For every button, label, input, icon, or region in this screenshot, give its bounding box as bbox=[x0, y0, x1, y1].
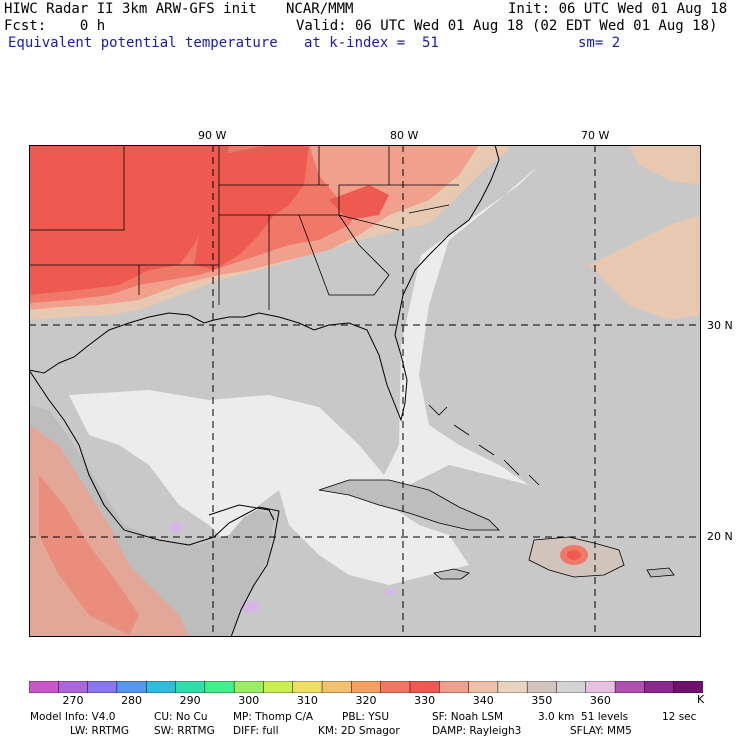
tan-region-ne bbox=[629, 145, 701, 185]
colorbar-tick-label: 270 bbox=[62, 694, 84, 707]
graticule bbox=[29, 145, 701, 637]
forecast-hour: Fcst: 0 h bbox=[4, 18, 106, 34]
mexico-coast bbox=[29, 369, 280, 637]
colorbar-swatch bbox=[409, 681, 441, 693]
mexico-orange bbox=[39, 475, 139, 635]
red-region-east bbox=[329, 185, 389, 220]
colorbar-swatch bbox=[497, 681, 528, 693]
colorbar-tick-label: 300 bbox=[238, 694, 260, 707]
colorbar-swatch bbox=[673, 681, 703, 693]
lat-label-30n: 30 N bbox=[707, 319, 733, 332]
footer-resolution: 3.0 km 51 levels bbox=[538, 711, 629, 723]
lon-label-90w: 90 W bbox=[198, 129, 227, 142]
colorbar-swatch bbox=[29, 681, 60, 693]
colorbar-swatch bbox=[439, 681, 470, 693]
us-gulf-atlantic-coast bbox=[29, 145, 500, 422]
colorbar-swatch bbox=[614, 681, 646, 693]
colorbar-swatch bbox=[526, 681, 558, 693]
colorbar-tick-label: 280 bbox=[121, 694, 143, 707]
organization: NCAR/MMM bbox=[286, 1, 354, 17]
yucatan-coast bbox=[208, 504, 275, 521]
field-name: Equivalent potential temperature bbox=[8, 35, 278, 51]
theta-e-map bbox=[29, 145, 701, 637]
red-region-central bbox=[194, 145, 309, 270]
colorbar-swatch bbox=[556, 681, 587, 693]
colorbar-swatch bbox=[351, 681, 382, 693]
hispaniola-core bbox=[567, 550, 581, 560]
level-index: at k-index = 51 bbox=[304, 35, 439, 51]
colorbar-swatch bbox=[644, 681, 675, 693]
model-title: HIWC Radar II 3km ARW-GFS init bbox=[4, 1, 257, 17]
footer-damping: DAMP: Rayleigh3 bbox=[432, 725, 522, 737]
valid-time: Valid: 06 UTC Wed 01 Aug 18 (02 EDT Wed … bbox=[296, 18, 718, 34]
footer-model-info: Model Info: V4.0 bbox=[30, 711, 116, 723]
footer-pbl: PBL: YSU bbox=[342, 711, 390, 723]
colorbar-swatch bbox=[321, 681, 353, 693]
colorbar-tick-label: 340 bbox=[472, 694, 494, 707]
footer-shortwave: SW: RRTMG bbox=[154, 725, 215, 737]
lon-label-80w: 80 W bbox=[390, 129, 419, 142]
footer-timestep: 12 sec bbox=[662, 711, 697, 723]
colorbar bbox=[29, 681, 703, 693]
footer-eddy: KM: 2D Smagor bbox=[318, 725, 400, 737]
lavender-spot bbox=[170, 522, 182, 532]
colorbar-swatch bbox=[380, 681, 411, 693]
colorbar-swatch bbox=[292, 681, 323, 693]
colorbar-tick-label: 360 bbox=[589, 694, 611, 707]
colorbar-tick-label: 290 bbox=[179, 694, 201, 707]
smoothing: sm= 2 bbox=[578, 35, 621, 51]
colorbar-swatch bbox=[175, 681, 206, 693]
colorbar-unit: K bbox=[697, 693, 705, 706]
cuba-outline bbox=[318, 479, 500, 531]
jamaica-outline bbox=[433, 568, 470, 580]
colorbar-tick-label: 350 bbox=[531, 694, 553, 707]
footer-surface-layer: SFLAY: MM5 bbox=[570, 725, 632, 737]
caribbean-light-region bbox=[279, 487, 469, 585]
colorbar-swatch bbox=[585, 681, 616, 693]
colorbar-tick-label: 320 bbox=[355, 694, 377, 707]
puerto-rico-outline bbox=[646, 567, 675, 578]
lon-label-70w: 70 W bbox=[581, 129, 610, 142]
tan-region-atlantic bbox=[589, 215, 701, 320]
colorbar-swatch bbox=[263, 681, 294, 693]
map-frame bbox=[29, 145, 701, 637]
lat-label-20n: 20 N bbox=[707, 530, 733, 543]
colorbar-swatch bbox=[204, 681, 235, 693]
colorbar-swatch bbox=[58, 681, 89, 693]
colorbar-swatch bbox=[87, 681, 118, 693]
footer-diffusion: DIFF: full bbox=[233, 725, 279, 737]
colorbar-swatch bbox=[145, 681, 177, 693]
colorbar-tick-label: 330 bbox=[414, 694, 436, 707]
state-borders bbox=[29, 145, 459, 310]
colorbar-swatch bbox=[233, 681, 265, 693]
colorbar-swatch bbox=[116, 681, 147, 693]
footer-microphysics: MP: Thomp C/A bbox=[233, 711, 314, 723]
footer-surface: SF: Noah LSM bbox=[432, 711, 504, 723]
light-theta-region bbox=[69, 165, 539, 545]
footer-cumulus: CU: No Cu bbox=[154, 711, 208, 723]
lavender-spot bbox=[383, 589, 395, 595]
red-region-west bbox=[29, 145, 229, 295]
colorbar-tick-label: 310 bbox=[296, 694, 318, 707]
bahamas-outline bbox=[428, 404, 540, 486]
init-time: Init: 06 UTC Wed 01 Aug 18 bbox=[508, 1, 728, 17]
lavender-spot bbox=[243, 601, 259, 613]
colorbar-swatch bbox=[468, 681, 499, 693]
footer-longwave: LW: RRTMG bbox=[70, 725, 129, 737]
